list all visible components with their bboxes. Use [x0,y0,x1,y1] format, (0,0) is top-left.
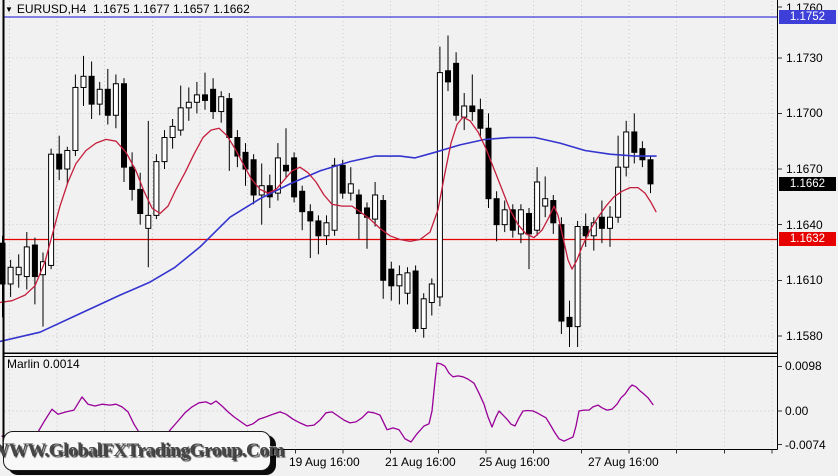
candle-body-up [372,194,379,220]
candle-body-down [291,157,298,198]
chart-title: ▼ EURUSD,H4 1.1675 1.1677 1.1657 1.1662 [5,2,250,16]
candle-body-up [574,226,581,328]
candle-body-down [210,88,217,113]
candle-body-up [48,153,55,266]
time-axis-label: 19 Aug 16:00 [289,455,360,469]
candle-body-up [428,283,435,304]
candle-body-up [607,216,613,229]
candle-body-down [121,83,127,168]
candle-body-down [299,190,306,213]
bid-price-badge: 1.1662 [779,176,836,191]
candle-body-down [493,198,500,226]
candle-body-up [404,272,411,294]
time-axis-label: 21 Aug 16:00 [385,455,456,469]
candle-body-down [226,98,233,139]
indicator-name-value: Marlin 0.0014 [7,357,80,371]
time-axis-label: 25 Aug 16:00 [479,455,550,469]
price-axis-label: 1.1700 [786,106,823,121]
candle-body-up [177,107,184,131]
candle-body-up [161,137,168,163]
candle-body-up [15,266,22,276]
candle-body-down [477,109,484,129]
chart-collapse-icon[interactable]: ▼ [5,5,13,14]
candle-body-up [40,261,46,276]
candle-body-up [153,161,160,216]
price-axis-label: 1.1610 [786,273,823,288]
candle-body-up [347,183,354,194]
candle-body-up [274,157,281,194]
candle-body-down [412,270,419,329]
candle-body-up [185,101,192,109]
candle-body-down [339,164,346,194]
candle-body-down [56,153,63,170]
candle-body-down [582,226,589,237]
time-axis-label: 27 Aug 16:00 [588,455,659,469]
candle-body-up [23,246,30,278]
candle-body-down [129,166,136,190]
price-axis-label: 1.1580 [786,328,823,343]
candle-body-up [331,164,338,231]
indicator-axis-label: 0.00 [785,404,809,418]
candle-body-up [72,86,79,151]
candle-body-up [396,274,403,287]
candle-body-down [558,224,565,322]
candle-body-down [31,244,38,278]
candle-body-up [542,198,549,207]
indicator-axis-label: -0.0074 [785,437,826,452]
candle-body-down [639,148,646,161]
candle-body-down [0,242,6,285]
watermark-text: WWW.GlobalFXTradingGroup.Com [0,440,285,461]
candle-body-down [566,316,573,328]
candle-body-down [307,211,314,222]
main-chart-area[interactable] [4,0,777,353]
candle-body-down [453,62,460,116]
candle-body-down [355,194,362,215]
candle-body-up [323,222,330,237]
candle-body-up [218,96,225,113]
candle-body-down [380,200,387,281]
price-axis-label: 1.1670 [786,162,823,177]
candle-body-down [88,75,95,105]
watermark-badge: WWW.GlobalFXTradingGroup.Com [0,431,284,471]
candle-body-up [145,214,152,229]
indicator-axis-label: 0.0098 [785,359,822,374]
ma-fast-red-line [0,116,657,304]
candle-body-down [202,94,208,101]
candle-body-down [526,213,532,235]
candle-body-up [80,75,87,88]
candle-body-up [193,94,200,103]
candle-body-down [388,268,395,287]
candle-body-down [469,105,476,113]
candle-body-up [517,209,524,235]
candle-body-down [647,159,654,185]
candle-body-down [485,127,492,200]
ma-slow-blue-line [0,136,657,343]
candle-body-down [598,216,605,229]
level-price-badge: 1.1632 [779,232,836,247]
chart-symbol-period: EURUSD,H4 [16,2,87,16]
candle-body-down [631,131,638,153]
chart-ohlc-values: 1.1675 1.1677 1.1657 1.1662 [92,2,250,16]
candle-body-up [420,298,427,329]
candle-body-up [112,83,119,116]
candle-body-up [64,149,71,170]
candle-body-up [534,181,541,231]
price-axis-label: 1.1730 [786,50,823,65]
candle-body-down [315,220,322,237]
candle-body-up [501,209,508,226]
candle-body-down [137,188,144,215]
candle-body-down [234,137,241,157]
price-axis-label: 1.1640 [786,217,823,232]
candle-body-up [96,88,103,105]
candle-body-down [104,88,111,116]
candle-body-up [623,131,630,168]
candle-body-down [283,164,289,172]
candle-body-up [7,266,14,285]
ask-price-badge: 1.1752 [779,10,836,24]
candle-body-down [445,70,451,83]
candle-body-up [169,125,176,139]
